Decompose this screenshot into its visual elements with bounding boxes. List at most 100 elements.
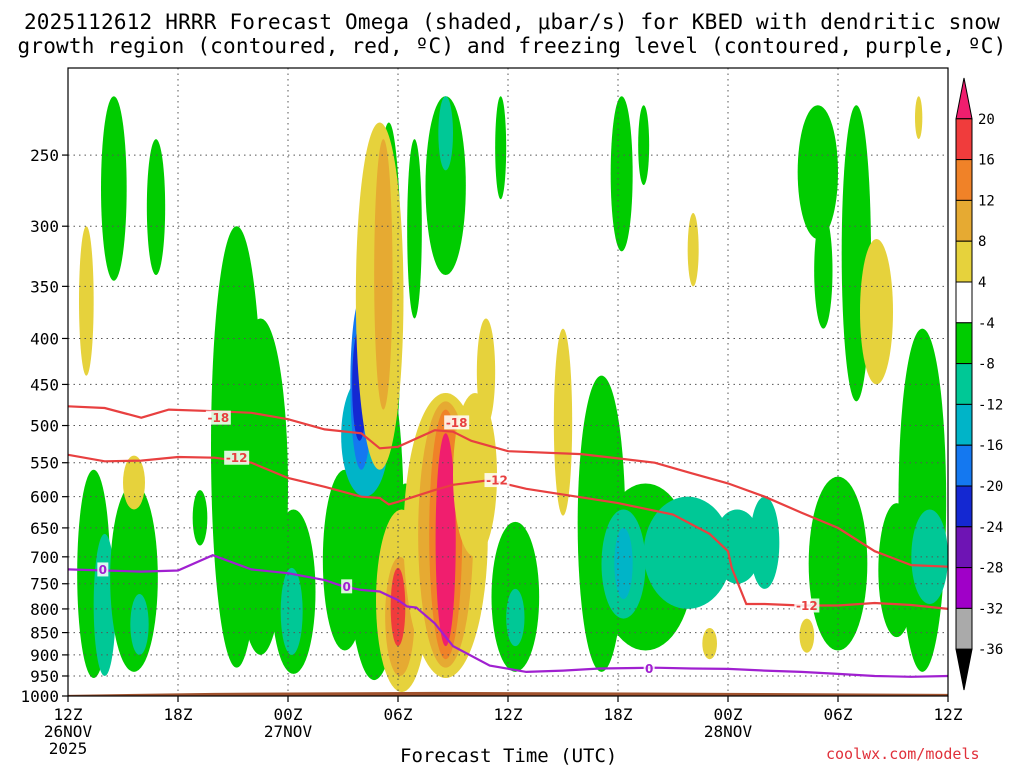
colorbar-label: -36 [978, 642, 1003, 658]
omega-cell-28 [435, 433, 456, 647]
x-tick-label: 00Z [714, 705, 743, 724]
colorbar-label: -12 [978, 397, 1003, 413]
y-tick-label: 650 [30, 519, 59, 538]
omega-cell-6 [79, 226, 94, 376]
colorbar-swatch [955, 444, 973, 487]
omega-cell-32 [425, 96, 466, 276]
contour-label: 0 [342, 580, 350, 594]
omega-cell-29 [453, 392, 497, 557]
omega-cell-46 [638, 105, 650, 186]
omega-cell-3 [130, 594, 149, 655]
omega-cell-5 [146, 139, 166, 276]
colorbar-label: 16 [978, 153, 995, 169]
omega-cell-52 [860, 239, 893, 385]
contour-label: -12 [486, 474, 508, 488]
y-tick-label: 500 [30, 417, 59, 436]
y-tick-label: 700 [30, 548, 59, 567]
omega-cell-44 [750, 496, 780, 589]
omega-cell-31 [553, 328, 573, 516]
y-tick-label: 950 [30, 667, 59, 686]
y-tick-label: 800 [30, 600, 59, 619]
x-tick-label: 18Z [604, 705, 633, 724]
contour-label-bg [97, 562, 109, 577]
contour-layer: -18 -12 0 0 0 -12 -18 -12 [68, 405, 948, 678]
omega-shading-layer [77, 96, 948, 693]
omega-cell-30 [476, 318, 496, 426]
x-tick-label: 2025 [49, 739, 88, 758]
y-tick-label: 850 [30, 624, 59, 643]
colorbar-swatch [955, 363, 973, 405]
y-tick-label: 300 [30, 217, 59, 236]
omega-cell-33 [438, 96, 453, 171]
colorbar-swatch [955, 648, 973, 691]
colorbar-label: -28 [978, 561, 1003, 577]
chart-title-line1: 2025112612 HRRR Forecast Omega (shaded, … [23, 10, 1001, 34]
contour-label: -12 [796, 599, 818, 613]
terrain-layer [68, 691, 948, 696]
x-tick-label: 18Z [164, 705, 193, 724]
omega-cell-53 [799, 618, 815, 653]
omega-cell-35 [495, 96, 507, 200]
contour-label-bg [484, 473, 510, 488]
omega-cell-49 [797, 105, 838, 240]
colorbar-label: 8 [978, 234, 986, 250]
y-tick-label: 550 [30, 454, 59, 473]
omega-cell-41 [614, 527, 633, 600]
omega-cell-50 [814, 212, 833, 329]
omega-cell-42 [643, 496, 732, 609]
x-tick-label: 06Z [384, 705, 413, 724]
x-tick-label: 12Z [934, 705, 963, 724]
omega-cell-37 [506, 588, 525, 647]
y-tick-label: 750 [30, 575, 59, 594]
omega-cell-56 [878, 503, 916, 638]
colorbar-swatch [955, 118, 973, 161]
y-tick-label: 1000 [20, 687, 59, 706]
contour-label: 0 [99, 563, 107, 577]
x-axis-label: Forecast Time (UTC) [400, 745, 618, 767]
colorbar-swatch [955, 403, 973, 446]
omega-cell-48 [702, 627, 718, 660]
x-tick-label: 28NOV [704, 722, 753, 741]
contour-freezing-level-0c [68, 554, 948, 678]
colorbar-swatch [955, 159, 973, 201]
contour-label: -12 [226, 451, 248, 465]
colorbar-label: 12 [978, 193, 995, 209]
colorbar-swatch [955, 322, 973, 365]
colorbar-swatch [955, 607, 973, 650]
colorbar-swatch [955, 567, 973, 609]
omega-cell-4 [101, 96, 127, 281]
y-tick-label: 450 [30, 375, 59, 394]
omega-cell-8 [192, 490, 208, 546]
contour-label-bg [341, 579, 353, 594]
contour-label: -18 [446, 416, 468, 430]
colorbar-label: -24 [978, 520, 1003, 536]
omega-cell-43 [713, 509, 762, 584]
omega-cell-7 [123, 455, 145, 510]
colorbar-swatch [955, 485, 973, 528]
colorbar-swatch [955, 240, 973, 283]
omega-cell-21 [374, 139, 393, 410]
contour-label-bg [794, 598, 820, 613]
contour-label-bg [643, 661, 655, 676]
omega-cell-58 [915, 96, 923, 140]
x-tick-label: 27NOV [264, 722, 313, 741]
omega-cell-24 [390, 567, 406, 647]
colorbar-label: -16 [978, 438, 1003, 454]
terrain-fill [68, 691, 948, 696]
omega-cell-34 [407, 139, 422, 319]
x-tick-label: 00Z [274, 705, 303, 724]
contour-label-bg [205, 410, 231, 425]
credit-link[interactable]: coolwx.com/models [826, 745, 980, 763]
colorbar-swatch [955, 281, 973, 324]
y-tick-label: 400 [30, 329, 59, 348]
y-tick-label: 900 [30, 646, 59, 665]
x-tick-label: 06Z [824, 705, 853, 724]
contour-label-bg [444, 415, 470, 430]
x-tick-label: 12Z [494, 705, 523, 724]
y-tick-label: 600 [30, 488, 59, 507]
x-tick-label: 26NOV [44, 722, 93, 741]
omega-cell-45 [610, 96, 633, 252]
colorbar-swatch [955, 199, 973, 242]
